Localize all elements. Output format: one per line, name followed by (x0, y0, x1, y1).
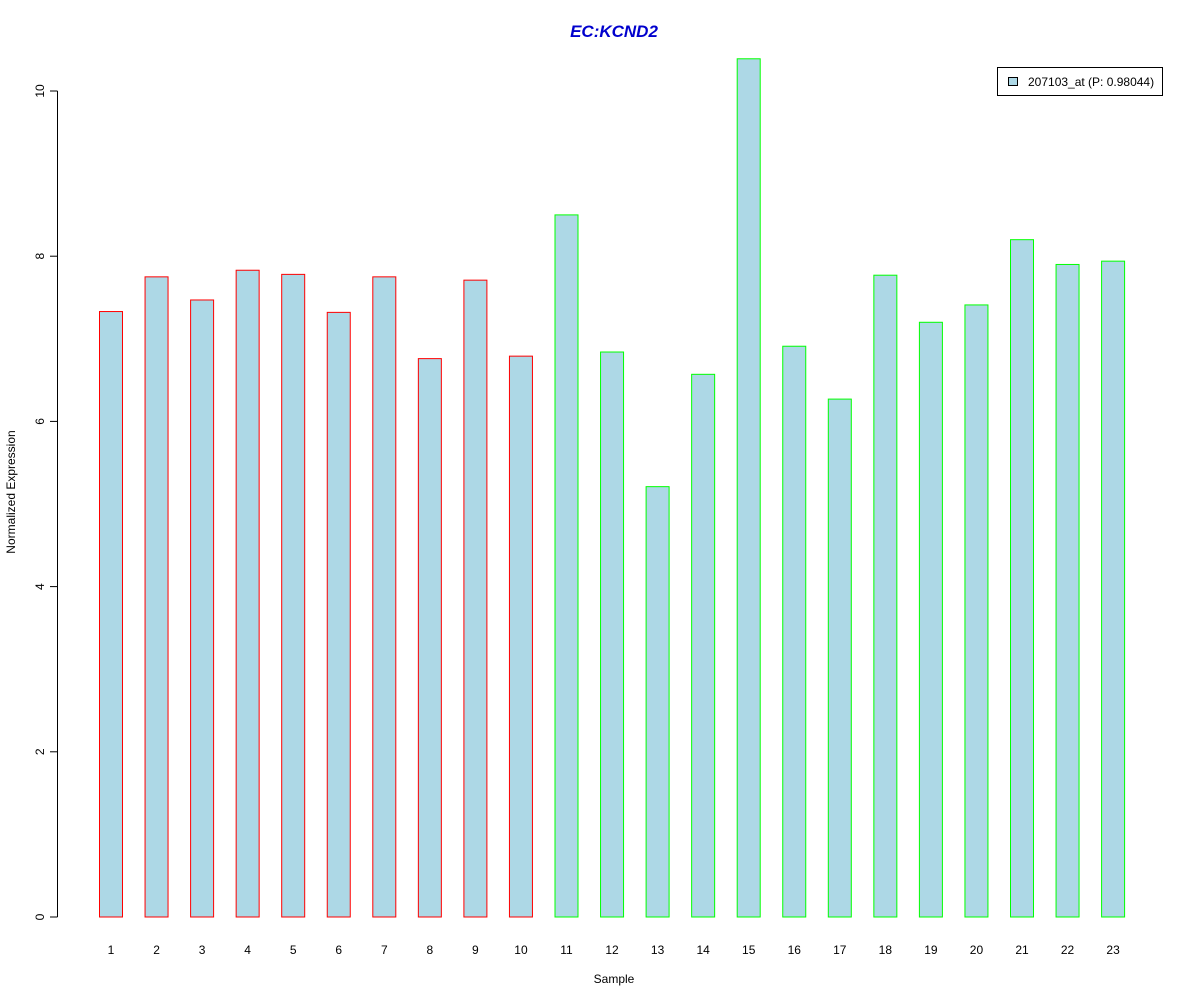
bar-sample-10 (508, 355, 533, 918)
x-tick-label: 21 (1015, 943, 1029, 957)
legend-swatch (1008, 77, 1018, 86)
x-tick-label: 19 (924, 943, 938, 957)
y-tick-label: 0 (33, 913, 47, 920)
x-tick-label: 18 (879, 943, 893, 957)
bar-sample-13 (645, 486, 670, 918)
legend-box (997, 67, 1163, 96)
legend-label: 207103_at (P: 0.98044) (1028, 75, 1154, 89)
x-tick-label: 14 (696, 943, 710, 957)
bar-sample-1 (99, 311, 123, 918)
x-tick-label: 16 (788, 943, 802, 957)
y-tick-label: 4 (33, 583, 47, 590)
x-tick-label: 1 (108, 943, 115, 957)
bar-sample-12 (600, 351, 625, 918)
x-axis-label: Sample (594, 972, 635, 986)
bar-sample-4 (235, 269, 260, 918)
x-axis-tick-labels: 1 2 3 4 5 6 7 8 9 10 11 12 13 14 15 16 17 18 19 20 21 22 23 (108, 943, 1120, 957)
x-tick-label: 2 (153, 943, 160, 957)
bar-sample-9 (463, 279, 488, 918)
x-tick-label: 3 (199, 943, 206, 957)
x-tick-label: 7 (381, 943, 388, 957)
x-tick-label: 22 (1061, 943, 1075, 957)
bar-sample-5 (281, 273, 306, 918)
bar-sample-21 (1010, 239, 1034, 918)
bar-sample-2 (144, 276, 169, 918)
legend: 207103_at (P: 0.98044) (997, 67, 1163, 96)
bars (99, 58, 1126, 918)
x-tick-label: 8 (427, 943, 434, 957)
x-tick-label: 23 (1106, 943, 1120, 957)
x-tick-label: 13 (651, 943, 665, 957)
bar-sample-3 (190, 299, 215, 918)
y-tick-label: 6 (33, 418, 47, 425)
bar-sample-20 (964, 304, 989, 918)
bar-sample-18 (873, 274, 898, 918)
y-tick-label: 10 (33, 84, 47, 98)
x-tick-label: 5 (290, 943, 297, 957)
bar-sample-16 (782, 345, 807, 918)
bar-sample-8 (417, 358, 442, 918)
bar-sample-14 (691, 373, 716, 918)
x-tick-label: 12 (605, 943, 619, 957)
bar-sample-23 (1101, 260, 1126, 918)
bar-sample-15 (736, 58, 761, 918)
y-axis: 0 2 4 6 8 10 (33, 84, 58, 920)
chart-title: EC:KCND2 (570, 22, 658, 41)
x-tick-label: 20 (970, 943, 984, 957)
x-tick-label: 11 (560, 943, 573, 957)
bar-sample-6 (326, 311, 351, 918)
bar-sample-11 (554, 214, 579, 918)
bar-sample-19 (918, 321, 943, 918)
y-tick-label: 2 (33, 748, 47, 755)
bar-sample-22 (1055, 263, 1080, 918)
x-tick-label: 17 (833, 943, 847, 957)
bar-sample-7 (372, 276, 397, 918)
y-axis-label: Normalized Expression (4, 430, 18, 553)
y-tick-label: 8 (33, 253, 47, 260)
bar-sample-17 (827, 398, 852, 918)
x-tick-label: 10 (514, 943, 528, 957)
x-tick-label: 6 (335, 943, 342, 957)
x-tick-label: 9 (472, 943, 479, 957)
x-tick-label: 4 (244, 943, 251, 957)
x-tick-label: 15 (742, 943, 756, 957)
